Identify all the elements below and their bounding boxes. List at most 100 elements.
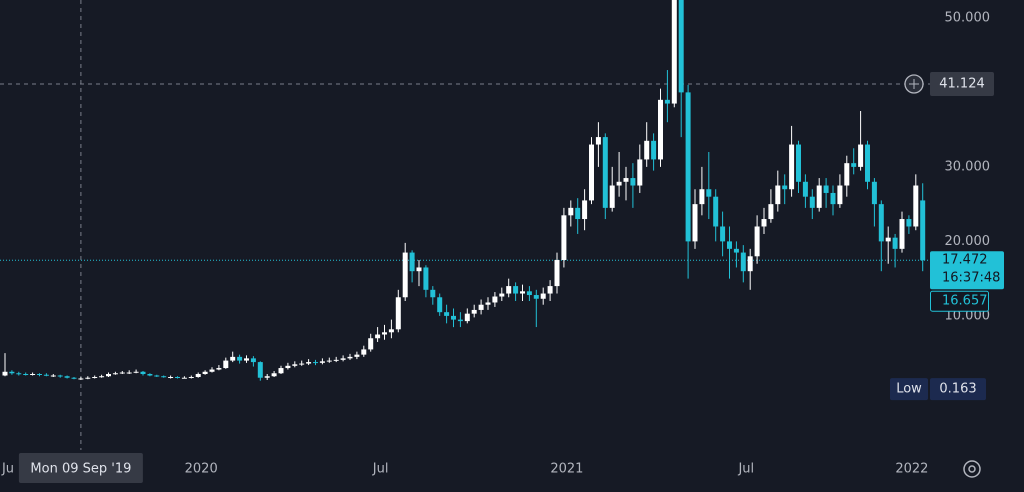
candle-body xyxy=(306,362,312,364)
candle-body xyxy=(271,373,277,377)
candle-body xyxy=(244,358,249,361)
candle-body xyxy=(50,375,56,377)
x-tick-label: Ju xyxy=(1,462,14,477)
candle-body xyxy=(375,334,381,339)
candle-body xyxy=(540,293,546,299)
candle-body xyxy=(181,377,187,379)
candle-body xyxy=(278,368,284,374)
candle-body xyxy=(492,296,498,303)
candle-body xyxy=(823,185,829,193)
candle-body xyxy=(526,291,532,296)
candle-body xyxy=(9,371,15,374)
candle-body xyxy=(106,374,111,377)
candle-body xyxy=(361,349,367,355)
candle-body xyxy=(602,137,608,208)
crosshair-x-label: Mon 09 Sep '19 xyxy=(30,462,131,477)
candle-body xyxy=(140,371,146,375)
candle-body xyxy=(471,309,477,314)
candle-body xyxy=(147,374,153,376)
candle-body xyxy=(802,181,808,197)
candle-body xyxy=(2,371,8,376)
candle-body xyxy=(554,260,560,287)
settings-ring[interactable] xyxy=(963,460,981,478)
candle-body xyxy=(340,358,346,360)
candle-body xyxy=(409,252,415,272)
candle-body xyxy=(23,374,29,376)
candle-body xyxy=(858,144,864,167)
low-name: Low xyxy=(896,382,922,397)
candle-body xyxy=(388,329,394,333)
candle-body xyxy=(637,159,643,186)
candle-body xyxy=(844,163,850,186)
candle-body xyxy=(568,207,574,216)
candle-body xyxy=(899,219,905,249)
candle-body xyxy=(485,302,491,305)
x-tick-label: 2021 xyxy=(550,462,583,477)
candle-body xyxy=(920,200,926,261)
candle-body xyxy=(292,364,298,366)
candle-body xyxy=(451,315,456,320)
candle-body xyxy=(64,376,70,378)
candle-body xyxy=(264,376,270,378)
candle-body xyxy=(561,215,567,261)
candle-body xyxy=(299,363,305,365)
candle-body xyxy=(651,140,657,160)
crosshair-y-label: 41.124 xyxy=(939,77,985,92)
candle-body xyxy=(230,356,236,361)
candle-body xyxy=(520,291,525,294)
low-name-box xyxy=(890,378,928,401)
candle-body xyxy=(851,163,857,167)
candle-body xyxy=(188,376,194,378)
candle-body xyxy=(754,226,760,257)
y-tick-label: 50.000 xyxy=(945,10,991,25)
candle-body xyxy=(513,286,519,294)
candle-body xyxy=(575,207,581,220)
crosshair-y-box xyxy=(930,72,994,97)
candle-body xyxy=(678,0,684,93)
candle-body xyxy=(223,360,229,369)
candle-body xyxy=(658,99,663,160)
candle-body xyxy=(161,376,167,378)
candle-body xyxy=(78,378,84,380)
candle-body xyxy=(865,144,870,182)
candle-body xyxy=(740,252,746,272)
candle-body xyxy=(416,267,422,272)
candle-body xyxy=(30,374,36,376)
candle-body xyxy=(816,185,822,208)
candle-body xyxy=(733,248,739,253)
candle-body xyxy=(395,297,401,330)
candle-body xyxy=(913,185,919,227)
x-tick-label: Jul xyxy=(737,462,754,477)
candle-body xyxy=(16,373,22,375)
x-tick-label: 2020 xyxy=(185,462,218,477)
candle-body xyxy=(478,304,484,310)
candle-body xyxy=(119,372,125,374)
candle-body xyxy=(195,374,201,377)
candle-body xyxy=(609,185,615,208)
candle-body xyxy=(747,256,753,272)
candle-body xyxy=(644,140,650,160)
candle-body xyxy=(533,295,539,299)
candle-body xyxy=(871,181,877,205)
candle-body xyxy=(444,312,450,316)
low-value-box xyxy=(930,378,986,401)
candle-body xyxy=(506,286,512,294)
candle-body xyxy=(796,144,801,182)
candle-body xyxy=(699,189,705,205)
countdown-label: 16:37:48 xyxy=(942,271,1000,286)
candle-body xyxy=(216,368,222,370)
candle-body xyxy=(71,377,77,379)
candle-body xyxy=(423,267,429,290)
price-below-label: 16.657 xyxy=(942,294,988,309)
candle-body xyxy=(499,293,505,297)
candle-body xyxy=(720,226,726,242)
candle-body xyxy=(892,237,898,249)
candle-body xyxy=(671,0,677,104)
low-value: 0.163 xyxy=(939,382,976,397)
candle-body xyxy=(126,372,132,374)
settings-hub[interactable] xyxy=(968,465,976,473)
candle-body xyxy=(775,185,781,205)
settings-icon[interactable] xyxy=(963,460,981,478)
